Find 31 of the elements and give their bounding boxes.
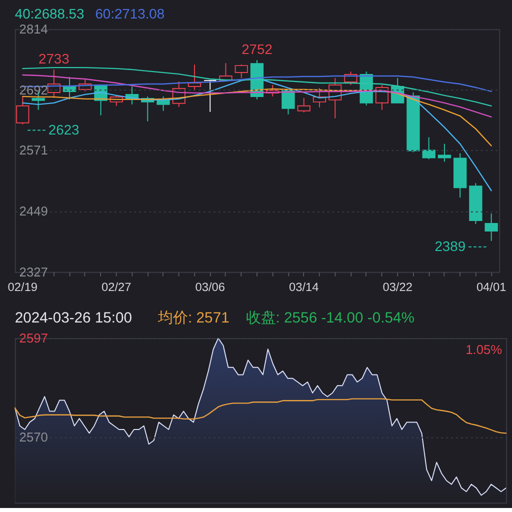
y-tick-label: 2571 (19, 142, 48, 158)
candlestick (204, 80, 217, 112)
annotation: 2389 (434, 238, 466, 254)
candlestick (484, 213, 498, 242)
annotation: 2623 (48, 121, 80, 138)
candlestick (438, 143, 452, 162)
chart-title: 2024-03-26 15:00 (14, 310, 132, 326)
y-tick-label: 2449 (19, 204, 48, 218)
line-series (14, 398, 507, 434)
candlestick (297, 97, 310, 113)
text: 60:2713.08 (95, 5, 165, 22)
text: 收盘: 2556 -14.00 -0.54% (246, 309, 414, 326)
x-tick-label: 03/14 (288, 280, 320, 294)
candlestick (156, 96, 170, 112)
candlestick (234, 64, 248, 79)
text: 均价: 2571 (157, 309, 230, 326)
candlestick (422, 136, 436, 160)
x-tick-label: 04/01 (476, 280, 507, 294)
y-tick-label: 2570 (19, 429, 48, 444)
y-tick-label: 2814 (19, 22, 48, 37)
x-tick-label: 03/22 (382, 280, 412, 294)
y-tick-label: 2327 (19, 264, 48, 280)
annotation: 2752 (242, 41, 273, 58)
x-tick-label: 02/27 (102, 280, 132, 294)
x-tick-label: 02/19 (8, 280, 38, 294)
x-tick-label: 03/06 (195, 280, 226, 294)
candlestick (16, 96, 30, 125)
annotation: 1.05% (466, 342, 502, 358)
text: 40:2688.53 (14, 5, 85, 22)
annotation: 2733 (38, 50, 70, 67)
y-tick-label: 2597 (19, 330, 48, 346)
